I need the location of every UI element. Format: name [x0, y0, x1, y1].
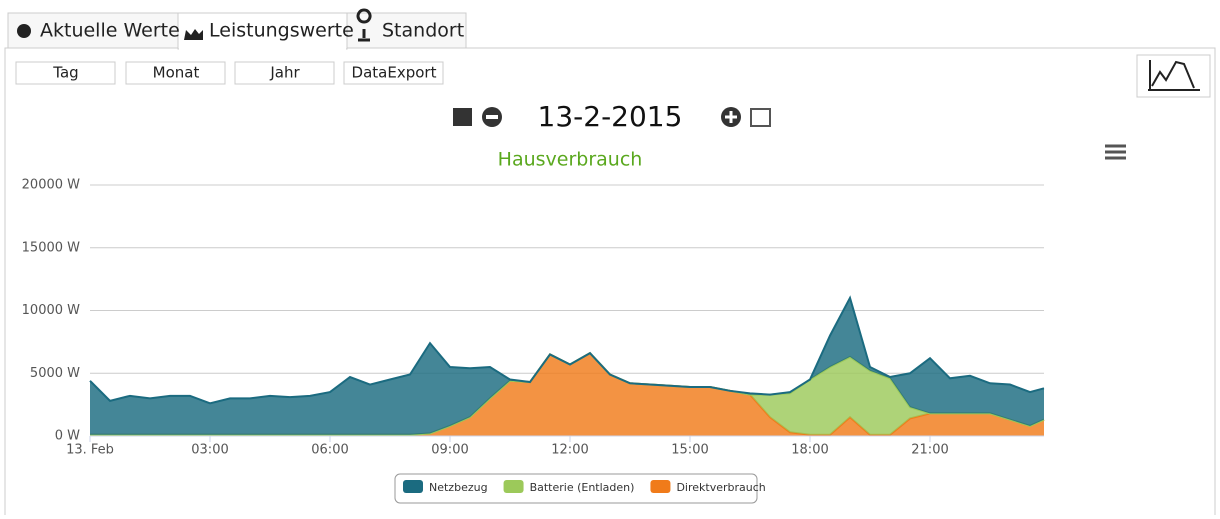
y-tick-label: 5000 W: [30, 366, 80, 381]
x-tick-label: 13. Feb: [66, 443, 114, 458]
legend-label: Direktverbrauch: [676, 481, 765, 494]
y-tick-label: 15000 W: [22, 240, 80, 255]
x-tick-label: 15:00: [671, 443, 708, 458]
button[interactable]: [125, 61, 226, 85]
x-tick-label: 12:00: [551, 443, 588, 458]
x-tick-label: 03:00: [191, 443, 228, 458]
chart-title: Hausverbrauch: [498, 149, 643, 171]
tab-icon: [356, 8, 372, 42]
tab-icon: [184, 29, 203, 40]
legend-label: Netzbezug: [429, 481, 488, 494]
button-label: Tag: [52, 64, 78, 82]
legend-swatch: [503, 480, 524, 493]
x-tick-label: 18:00: [791, 443, 828, 458]
tab-gap: [179, 47, 346, 50]
y-tick-label: 0 W: [55, 429, 80, 444]
area: [90, 353, 1044, 435]
legend-label: Batterie (Entladen): [530, 481, 635, 494]
legend-swatch: [403, 480, 423, 493]
fullscreen-button[interactable]: [453, 108, 472, 126]
button-label: DataExport: [352, 64, 437, 82]
legend-swatch: [650, 480, 671, 493]
x-tick-label: 09:00: [431, 443, 468, 458]
y-tick-label: 10000 W: [22, 303, 80, 318]
button[interactable]: [234, 61, 335, 85]
tab-active[interactable]: [177, 12, 348, 50]
x-tick-label: 06:00: [311, 443, 348, 458]
button-label: Monat: [153, 64, 200, 82]
panel: [4, 47, 1216, 519]
button-label: Jahr: [269, 64, 300, 82]
tab-label: Standort: [382, 20, 464, 42]
calendar-button[interactable]: [750, 108, 771, 127]
chart-icon: [1148, 60, 1200, 91]
area: [90, 353, 1044, 436]
tab-label: Aktuelle Werte: [40, 20, 180, 42]
button[interactable]: [343, 61, 444, 85]
tab-icon: [17, 24, 31, 38]
date: 13-2-2015: [538, 100, 683, 133]
tab[interactable]: [7, 12, 179, 49]
minus: [486, 115, 498, 119]
menu-button[interactable]: [1105, 144, 1126, 160]
x-tick-label: 21:00: [911, 443, 948, 458]
tab[interactable]: [346, 12, 467, 49]
area: [90, 297, 1044, 435]
y-tick-label: 20000 W: [22, 178, 80, 193]
tab-label: Leistungswerte: [209, 20, 354, 42]
button[interactable]: [15, 61, 116, 85]
plus: [725, 111, 737, 123]
area-line: [89, 295, 1045, 405]
